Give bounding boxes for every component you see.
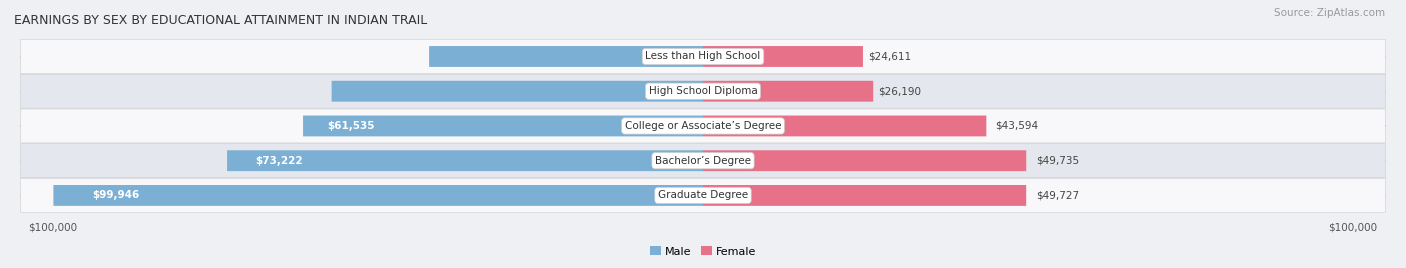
FancyBboxPatch shape — [21, 109, 1385, 143]
Text: $42,139: $42,139 — [650, 51, 692, 61]
FancyBboxPatch shape — [703, 150, 1026, 171]
FancyBboxPatch shape — [304, 116, 703, 136]
Text: Less than High School: Less than High School — [645, 51, 761, 61]
Text: Bachelor’s Degree: Bachelor’s Degree — [655, 156, 751, 166]
Text: $24,611: $24,611 — [868, 51, 911, 61]
FancyBboxPatch shape — [21, 39, 1385, 73]
FancyBboxPatch shape — [703, 116, 987, 136]
Text: Source: ZipAtlas.com: Source: ZipAtlas.com — [1274, 8, 1385, 18]
Text: High School Diploma: High School Diploma — [648, 86, 758, 96]
Legend: Male, Female: Male, Female — [645, 242, 761, 261]
FancyBboxPatch shape — [228, 150, 703, 171]
FancyBboxPatch shape — [21, 74, 1385, 108]
Text: $57,137: $57,137 — [645, 86, 688, 96]
FancyBboxPatch shape — [53, 185, 703, 206]
Text: EARNINGS BY SEX BY EDUCATIONAL ATTAINMENT IN INDIAN TRAIL: EARNINGS BY SEX BY EDUCATIONAL ATTAINMEN… — [14, 14, 427, 27]
Text: $26,190: $26,190 — [879, 86, 921, 96]
Text: $49,735: $49,735 — [1036, 156, 1078, 166]
Text: $49,727: $49,727 — [1036, 191, 1078, 200]
Text: $61,535: $61,535 — [328, 121, 374, 131]
Text: $73,222: $73,222 — [256, 156, 304, 166]
Text: $99,946: $99,946 — [93, 191, 139, 200]
FancyBboxPatch shape — [429, 46, 703, 67]
FancyBboxPatch shape — [703, 81, 873, 102]
Text: $43,594: $43,594 — [995, 121, 1038, 131]
FancyBboxPatch shape — [703, 185, 1026, 206]
Text: College or Associate’s Degree: College or Associate’s Degree — [624, 121, 782, 131]
Text: Graduate Degree: Graduate Degree — [658, 191, 748, 200]
FancyBboxPatch shape — [21, 178, 1385, 213]
FancyBboxPatch shape — [21, 144, 1385, 178]
FancyBboxPatch shape — [703, 46, 863, 67]
FancyBboxPatch shape — [332, 81, 703, 102]
